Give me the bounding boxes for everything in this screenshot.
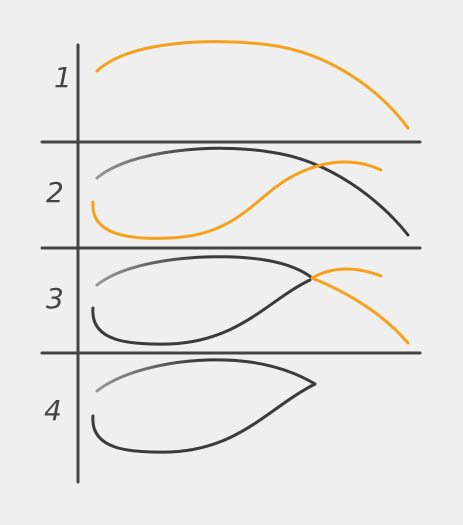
row-2-s-curve (93, 162, 381, 238)
row-3-dark-upper-curve (97, 257, 312, 285)
row-4-dark-upper-curve (97, 360, 315, 391)
row-3-dark-lower-curve (93, 280, 310, 344)
row-3-orange-hook-curve (312, 269, 381, 278)
row-1-arc-curve (97, 42, 408, 128)
row-label-4: 4 (44, 394, 62, 427)
row-label-3: 3 (46, 282, 64, 315)
row-label-1: 1 (54, 61, 72, 94)
row-4-dark-lower-curve (93, 384, 315, 452)
row-3-orange-tail-curve (312, 278, 408, 343)
row-2-arc-curve (97, 148, 408, 235)
row-label-2: 2 (46, 176, 64, 209)
